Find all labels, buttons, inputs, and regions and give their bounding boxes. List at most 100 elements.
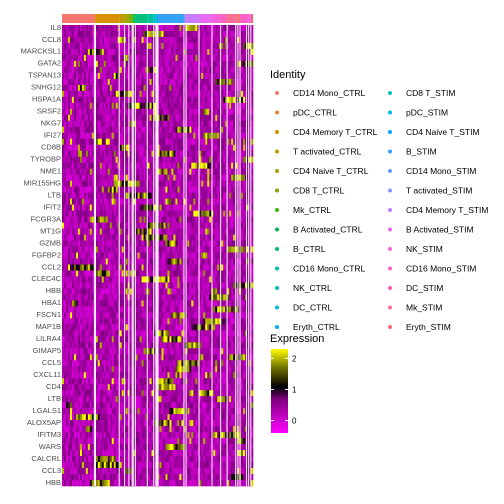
heatmap-cell — [105, 54, 109, 62]
heatmap-cell — [139, 252, 142, 259]
heatmap-cell — [175, 66, 178, 74]
heatmap-cell — [111, 25, 115, 32]
heatmap-cell — [207, 318, 210, 325]
heatmap-cell — [189, 114, 192, 122]
heatmap-cell — [221, 72, 224, 80]
heatmap-cell — [69, 204, 73, 211]
heatmap-cell — [215, 156, 218, 163]
heatmap-cell — [173, 204, 176, 211]
heatmap-cell — [151, 258, 154, 265]
heatmap-cell — [62, 102, 65, 110]
heatmap-cell — [175, 156, 178, 163]
heatmap-cell — [249, 312, 252, 319]
heatmap-cell — [197, 246, 200, 253]
heatmap-cell — [97, 204, 101, 211]
heatmap-cell — [229, 90, 232, 98]
heatmap-cell — [179, 318, 182, 325]
heatmap-cell — [205, 120, 208, 128]
heatmap-cell — [191, 306, 194, 313]
heatmap-cell — [217, 282, 220, 289]
heatmap-cell — [129, 138, 132, 146]
heatmap-cell — [205, 174, 208, 181]
heatmap-cell — [109, 25, 113, 32]
heatmap-cell — [111, 78, 115, 86]
heatmap-cell — [235, 30, 238, 38]
heatmap-cell — [241, 282, 244, 289]
heatmap-cell — [207, 186, 210, 193]
heatmap-cell — [221, 222, 224, 229]
heatmap-cell — [153, 138, 156, 146]
heatmap-cell — [173, 222, 176, 229]
heatmap-cell — [159, 216, 162, 223]
heatmap-cell — [73, 108, 77, 116]
heatmap-cell — [153, 162, 156, 169]
heatmap-cell — [97, 294, 101, 301]
heatmap-cell — [69, 240, 73, 247]
heatmap-cell — [149, 72, 152, 80]
heatmap-cell — [73, 270, 77, 277]
heatmap-cell — [243, 204, 246, 211]
heatmap-cell — [221, 276, 224, 283]
heatmap-cell — [197, 78, 200, 86]
heatmap-cell — [181, 60, 184, 68]
heatmap-cell — [169, 114, 172, 122]
heatmap-cell — [225, 240, 228, 247]
heatmap-cell — [103, 210, 107, 217]
heatmap-cell — [113, 240, 117, 247]
heatmap-cell — [77, 84, 81, 92]
heatmap-cell — [235, 144, 238, 152]
heatmap-cell — [173, 252, 176, 259]
heatmap-cell — [121, 30, 124, 38]
heatmap-cell — [129, 150, 132, 158]
heatmap-cell — [235, 300, 238, 307]
heatmap-cell — [109, 210, 113, 217]
heatmap-cell — [107, 198, 111, 205]
heatmap-cell — [163, 144, 166, 152]
heatmap-cell — [133, 216, 136, 223]
heatmap-cell — [173, 288, 176, 295]
heatmap-cell — [161, 294, 164, 301]
heatmap-cell — [99, 276, 103, 283]
heatmap-cell — [247, 282, 250, 289]
heatmap-cell — [207, 30, 210, 38]
heatmap-cell — [175, 96, 178, 104]
heatmap-cell — [139, 210, 142, 217]
heatmap-cell — [217, 216, 220, 223]
heatmap-cell — [135, 306, 138, 313]
heatmap-cell — [165, 168, 168, 175]
heatmap-cell — [181, 252, 184, 259]
heatmap-cell — [195, 114, 198, 122]
heatmap-cell — [189, 210, 192, 217]
heatmap-cell — [103, 96, 107, 104]
heatmap-cell — [227, 228, 230, 235]
heatmap-cell — [189, 318, 192, 325]
heatmap-cell — [157, 162, 160, 169]
heatmap-cell — [229, 198, 232, 205]
heatmap-cell — [143, 162, 146, 169]
heatmap-cell — [181, 30, 184, 38]
heatmap-cell — [137, 330, 140, 337]
heatmap-cell — [173, 48, 176, 56]
heatmap-cell — [181, 318, 184, 325]
heatmap-cell — [85, 84, 89, 92]
heatmap-cell — [203, 36, 206, 44]
heatmap-cell — [199, 204, 202, 211]
heatmap-cell — [87, 144, 91, 152]
heatmap-cell — [223, 126, 226, 134]
heatmap-cell — [161, 138, 164, 146]
heatmap-cell — [223, 96, 226, 104]
heatmap-cell — [83, 288, 87, 295]
heatmap-cell — [201, 114, 204, 122]
heatmap-cell — [163, 96, 166, 104]
heatmap-cell — [73, 126, 77, 134]
heatmap-cell — [133, 36, 136, 44]
heatmap-cell — [207, 312, 210, 319]
heatmap-cell — [161, 162, 164, 169]
heatmap-cell — [205, 102, 208, 110]
heatmap-cell — [191, 126, 194, 134]
heatmap-cell — [149, 324, 152, 331]
heatmap-cell — [113, 60, 117, 68]
heatmap-cell — [215, 180, 218, 187]
heatmap-cell — [191, 270, 194, 277]
heatmap-cell — [105, 198, 109, 205]
